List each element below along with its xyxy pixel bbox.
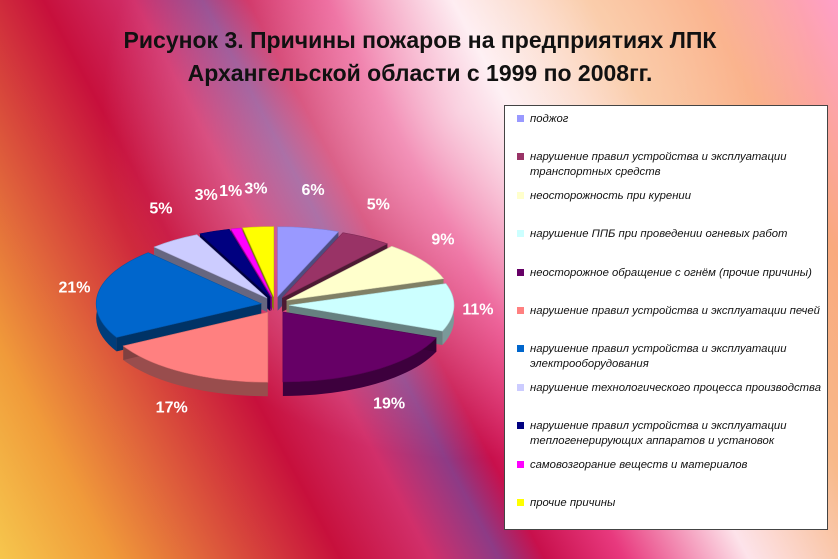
data-label-1: 6% <box>301 182 324 199</box>
legend-label: нарушение ППБ при проведении огневых раб… <box>530 228 788 241</box>
legend-label: нарушение правил устройства и эксплуатац… <box>530 305 820 317</box>
data-label-8: 5% <box>149 200 172 217</box>
legend-label: неосторожность при курении <box>530 189 691 202</box>
legend-swatch <box>517 383 524 391</box>
pie-slice-top <box>288 283 455 332</box>
legend-label: нарушение правил устройства и эксплуатац… <box>530 343 787 371</box>
pie-slice-top <box>277 226 339 298</box>
pie-slice-side <box>123 345 268 397</box>
pie-slice-top <box>153 234 268 299</box>
legend-label: самовозгорание веществ и материалов <box>530 458 748 471</box>
pie-slice-top <box>199 228 271 298</box>
data-label-5: 19% <box>373 396 405 413</box>
legend-swatch <box>517 115 524 122</box>
legend-swatch <box>517 230 524 238</box>
pie-slice-top <box>122 311 269 383</box>
legend-label: нарушение правил устройства и эксплуатац… <box>530 420 787 448</box>
legend-swatch <box>517 422 524 430</box>
legend-label: прочие причины <box>530 497 616 509</box>
legend-label: неосторожное обращение с огнём (прочие п… <box>530 266 812 279</box>
pie-slice-top <box>230 227 273 297</box>
data-label-10: 1% <box>219 183 242 200</box>
legend-swatch <box>517 191 524 199</box>
pie-slice-5 <box>282 311 437 396</box>
legend-label: нарушение правил устройства и эксплуатац… <box>530 151 787 179</box>
legend-label: поджог <box>530 113 569 125</box>
pie-slice-6 <box>122 311 269 397</box>
legend-swatch <box>517 345 524 353</box>
legend-swatch <box>517 268 524 276</box>
data-label-2: 5% <box>367 196 390 213</box>
legend-swatch <box>517 153 524 161</box>
data-label-11: 3% <box>244 181 267 198</box>
data-label-6: 17% <box>156 400 188 417</box>
data-label-7: 21% <box>58 280 90 297</box>
chart-title: Рисунок 3. Причины пожаров на предприяти… <box>123 27 717 86</box>
data-label-3: 9% <box>431 232 454 249</box>
data-label-4: 11% <box>462 302 493 319</box>
data-label-9: 3% <box>195 187 218 204</box>
pie-slice-top <box>242 226 274 297</box>
legend-label: нарушение технологического процесса прои… <box>530 381 821 394</box>
pie-slice-top <box>282 311 437 383</box>
chart-legend: поджог нарушение правил устройства и эксп… <box>504 105 828 530</box>
pie-slice-side <box>282 337 437 396</box>
pie-slice-top <box>95 252 263 338</box>
pie-slice-top <box>286 246 445 301</box>
legend-swatch <box>517 307 524 314</box>
pie-slice-top <box>281 232 389 299</box>
legend-swatch <box>517 499 524 506</box>
legend-swatch <box>517 460 524 468</box>
